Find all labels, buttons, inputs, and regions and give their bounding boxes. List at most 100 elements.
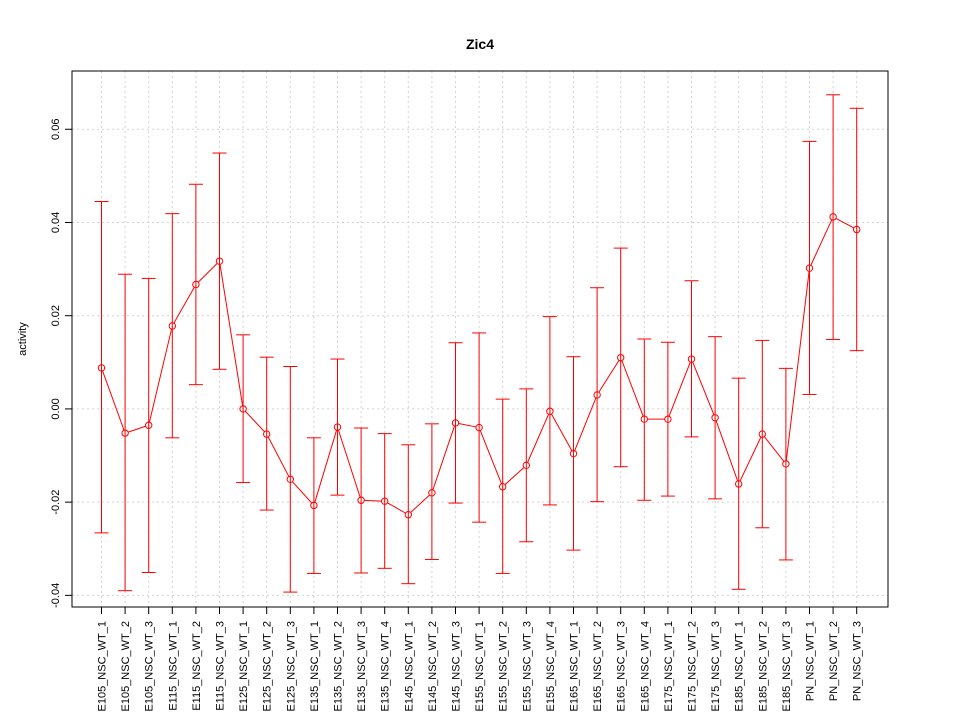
plot-frame bbox=[71, 70, 889, 608]
x-tick-label: E125_NSC_WT_1 bbox=[238, 621, 250, 712]
series-segment bbox=[219, 264, 244, 406]
x-tick-label: E165_NSC_WT_1 bbox=[569, 621, 581, 712]
series-segment bbox=[739, 436, 762, 482]
data-point bbox=[310, 501, 318, 510]
series-segment bbox=[292, 481, 313, 504]
data-point bbox=[121, 429, 129, 437]
x-tick-label: E175_NSC_WT_3 bbox=[710, 621, 722, 712]
series-segment bbox=[574, 397, 597, 451]
data-point bbox=[711, 414, 719, 422]
series-line bbox=[102, 217, 855, 514]
data-point bbox=[97, 364, 106, 372]
data-point bbox=[664, 415, 672, 423]
data-point bbox=[617, 353, 625, 362]
series-segment bbox=[267, 436, 290, 477]
data-points bbox=[97, 213, 861, 519]
x-tick-label: E105_NSC_WT_2 bbox=[120, 621, 132, 712]
data-point bbox=[687, 355, 696, 363]
data-point bbox=[192, 280, 200, 289]
error-bar bbox=[590, 287, 605, 503]
series-segment bbox=[127, 425, 146, 433]
x-tick-label: PN_NSC_WT_2 bbox=[828, 621, 840, 701]
data-point bbox=[735, 480, 743, 488]
error-bar bbox=[542, 316, 557, 506]
series-segment bbox=[692, 361, 715, 415]
series-segment bbox=[479, 430, 502, 484]
x-tick-label: E165_NSC_WT_3 bbox=[616, 621, 628, 712]
y-tick-label: 0.06 bbox=[50, 119, 62, 140]
error-bar bbox=[141, 277, 156, 574]
data-point bbox=[758, 430, 766, 438]
error-bar bbox=[708, 336, 723, 500]
error-bar bbox=[401, 444, 416, 585]
series-segment bbox=[410, 494, 430, 513]
x-tick-label: E175_NSC_WT_1 bbox=[663, 621, 675, 712]
data-point bbox=[782, 460, 790, 468]
series-segment bbox=[785, 271, 810, 461]
grid bbox=[72, 71, 888, 607]
data-point bbox=[475, 423, 483, 432]
error-bar bbox=[519, 388, 534, 543]
series-segment bbox=[338, 429, 361, 498]
data-point bbox=[404, 511, 412, 519]
x-tick-label: E115_NSC_WT_2 bbox=[191, 621, 203, 711]
data-point bbox=[357, 496, 365, 504]
y-axis-title: activity bbox=[17, 322, 29, 356]
error-bar bbox=[306, 437, 321, 574]
data-point bbox=[286, 475, 294, 483]
x-tick-label: E135_NSC_WT_2 bbox=[333, 621, 345, 712]
data-point bbox=[145, 421, 153, 429]
series-segment bbox=[432, 425, 455, 490]
x-tick-label: E125_NSC_WT_3 bbox=[285, 621, 297, 712]
error-bar bbox=[849, 107, 864, 352]
x-tick-label: E155_NSC_WT_3 bbox=[521, 621, 533, 712]
data-point bbox=[381, 497, 389, 505]
error-bar bbox=[94, 201, 109, 534]
x-tick-label: E155_NSC_WT_4 bbox=[545, 621, 557, 712]
error-bar bbox=[354, 427, 369, 574]
data-point bbox=[522, 461, 530, 470]
data-point bbox=[593, 391, 601, 399]
x-tick-label: E135_NSC_WT_4 bbox=[380, 621, 392, 712]
error-bar bbox=[755, 339, 770, 529]
error-bar bbox=[188, 183, 203, 386]
data-point bbox=[546, 407, 554, 415]
series-segment bbox=[551, 413, 573, 452]
series-segment bbox=[102, 370, 125, 431]
error-bar bbox=[212, 152, 227, 370]
data-point bbox=[451, 419, 460, 427]
data-point bbox=[805, 264, 814, 272]
x-tick-label: E105_NSC_WT_1 bbox=[97, 621, 109, 712]
series-segment bbox=[197, 263, 218, 283]
x-axis: E105_NSC_WT_1 E105_NSC_WT_2 E105_NSC_WT_3 E… bbox=[97, 606, 864, 712]
error-bar bbox=[684, 280, 699, 438]
error-bar bbox=[472, 332, 487, 523]
error-bar bbox=[637, 338, 652, 501]
x-tick-label: E145_NSC_WT_3 bbox=[451, 621, 463, 712]
series-segment bbox=[387, 502, 406, 514]
chart-title: Zic4 bbox=[466, 36, 494, 52]
error-bar bbox=[330, 358, 345, 496]
data-point bbox=[428, 489, 436, 497]
x-tick-label: E165_NSC_WT_4 bbox=[639, 621, 651, 712]
error-bar bbox=[826, 94, 841, 340]
error-bar bbox=[424, 423, 439, 560]
error-bar bbox=[566, 356, 581, 551]
x-tick-label: PN_NSC_WT_1 bbox=[805, 621, 817, 701]
error-bar bbox=[731, 377, 746, 590]
y-tick-label: -0.02 bbox=[50, 490, 62, 515]
series-segment bbox=[835, 217, 855, 229]
error-bar bbox=[660, 341, 675, 497]
series-segment bbox=[715, 420, 739, 482]
x-tick-label: E185_NSC_WT_1 bbox=[734, 621, 746, 712]
series-segment bbox=[458, 423, 477, 428]
error-bar bbox=[448, 342, 463, 504]
x-tick-label: E135_NSC_WT_3 bbox=[356, 621, 368, 712]
error-bar bbox=[283, 365, 298, 593]
y-tick-label: 0.04 bbox=[50, 212, 62, 233]
x-tick-label: E125_NSC_WT_2 bbox=[262, 621, 274, 712]
x-tick-label: E155_NSC_WT_1 bbox=[474, 621, 486, 712]
x-tick-label: E165_NSC_WT_2 bbox=[592, 621, 604, 712]
data-point bbox=[569, 449, 578, 458]
